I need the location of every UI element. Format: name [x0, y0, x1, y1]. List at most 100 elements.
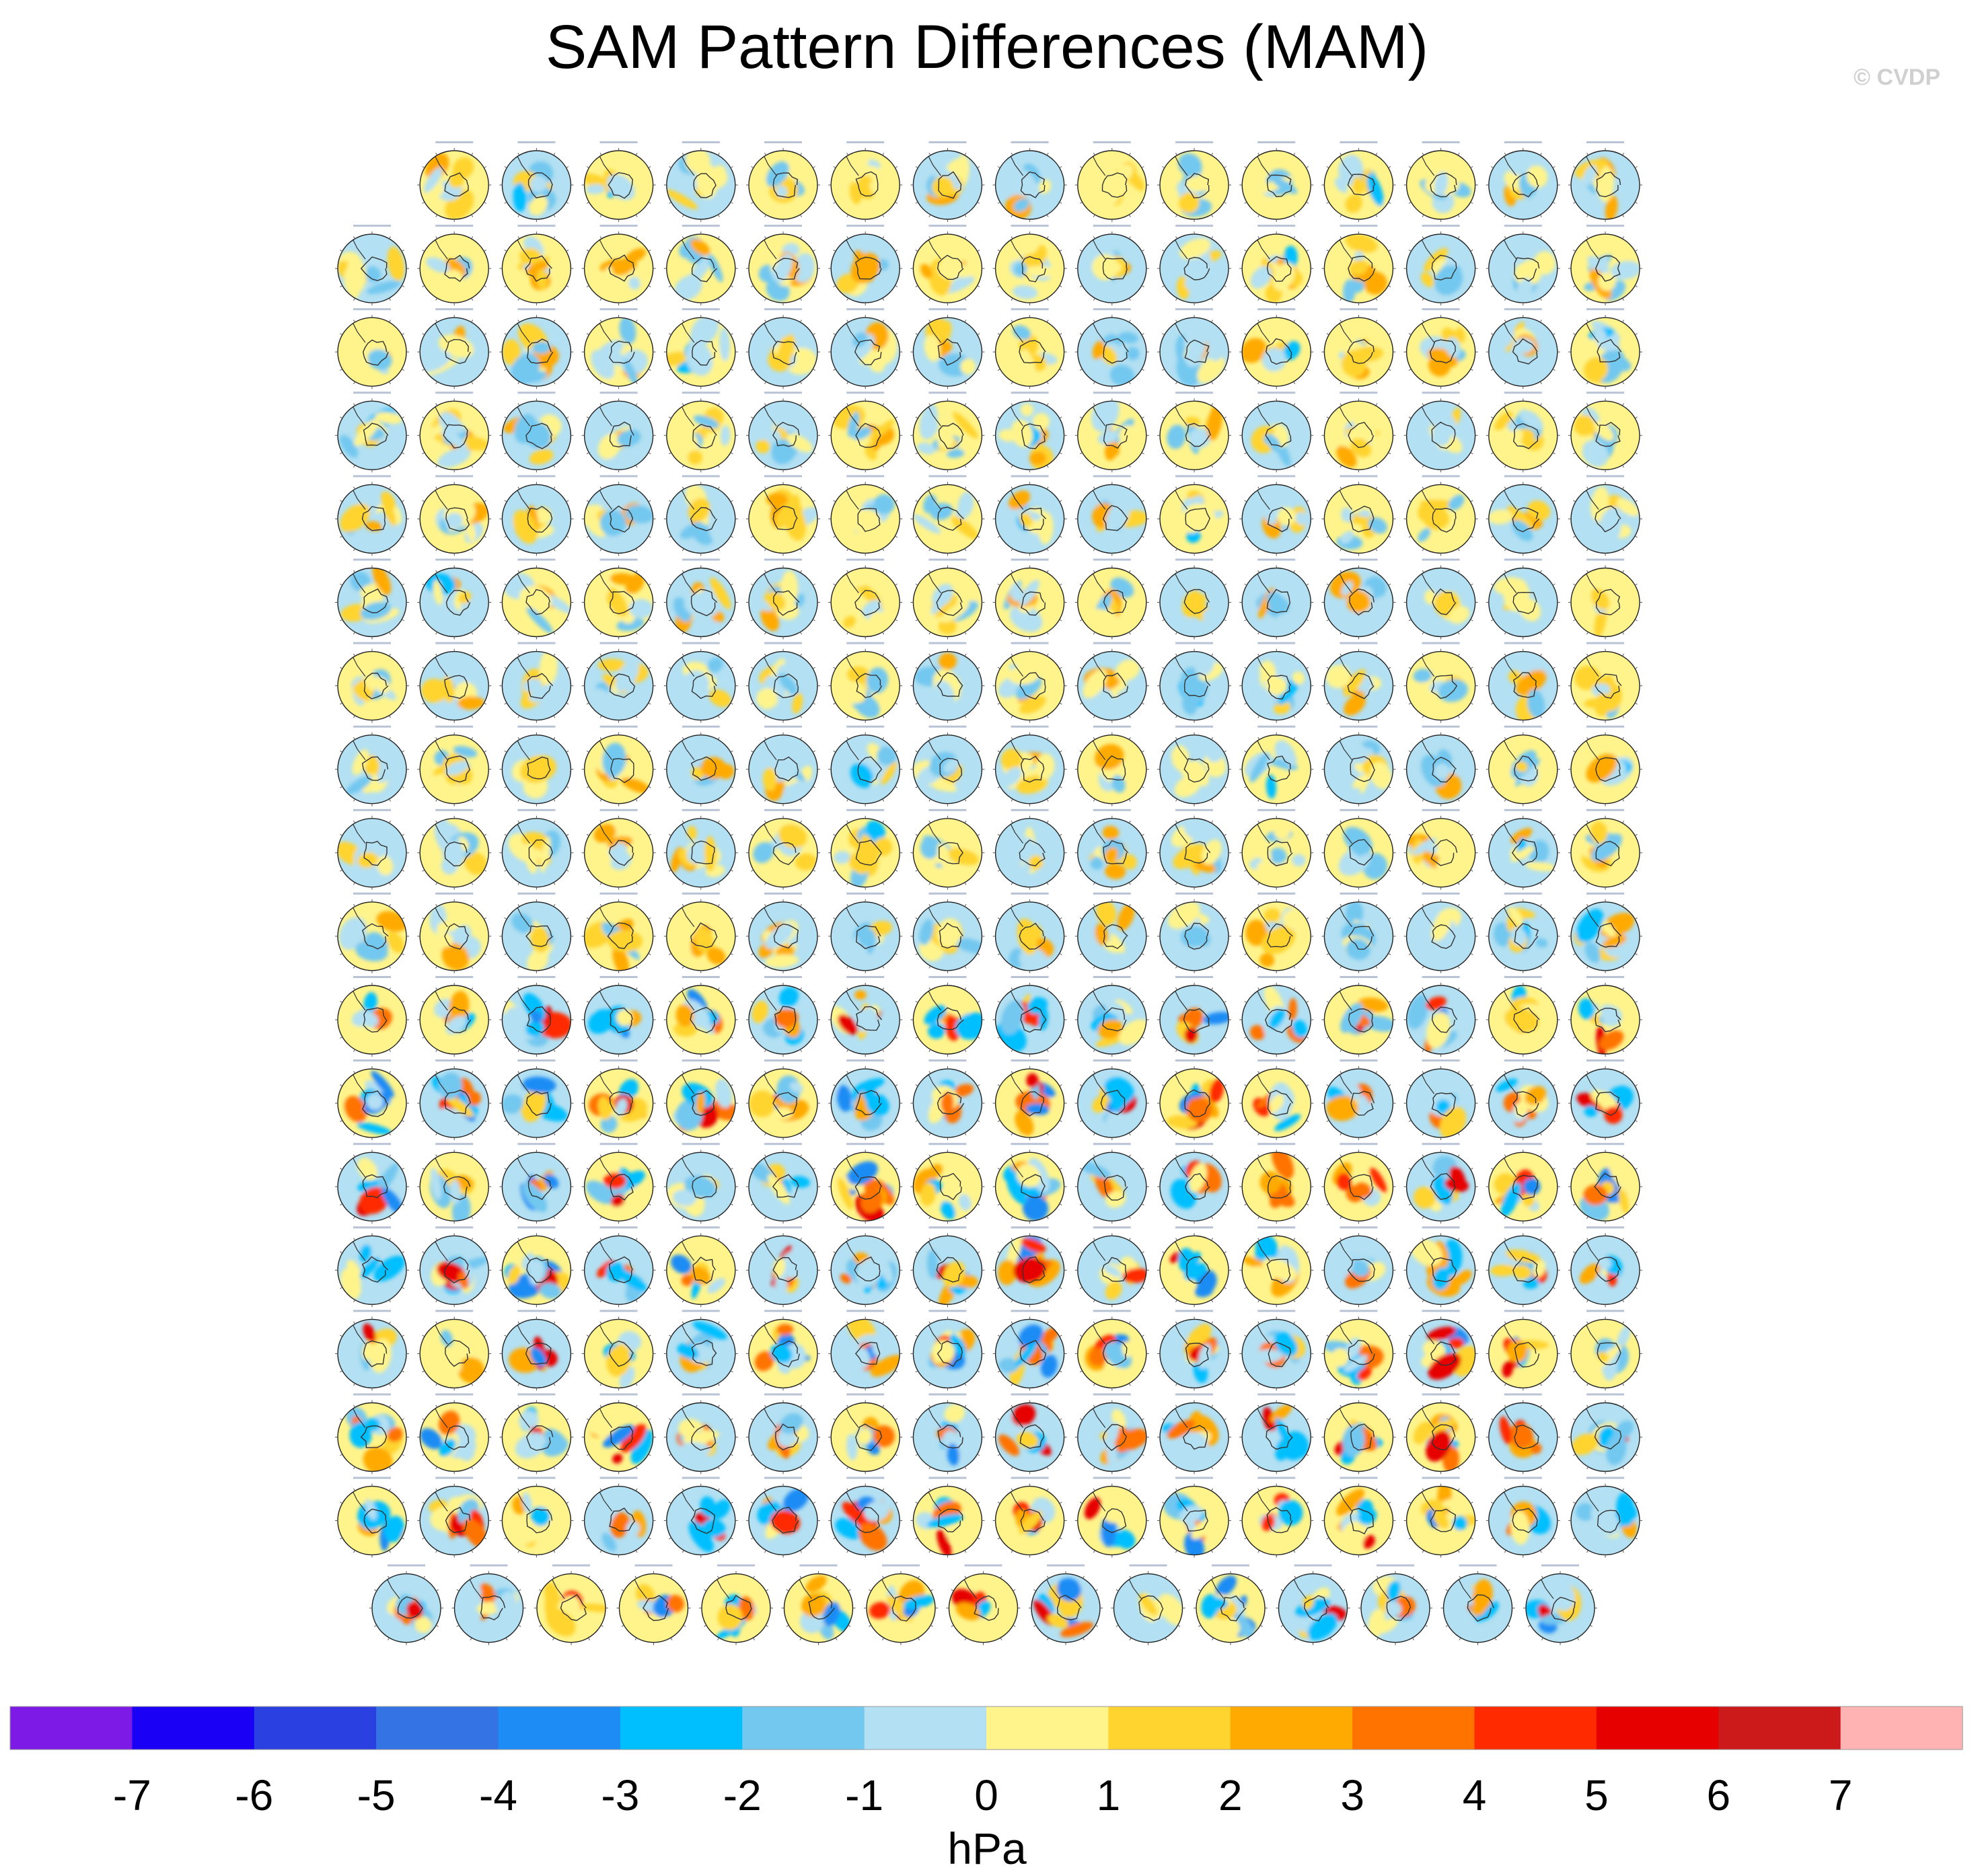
map-panel	[1403, 1143, 1478, 1224]
map-panel	[1403, 558, 1478, 640]
map-panel	[417, 141, 492, 222]
map-panel	[746, 1226, 820, 1308]
map-panel	[1568, 1059, 1642, 1141]
map-panel	[663, 1143, 738, 1224]
map-panel	[992, 475, 1067, 556]
map-panel	[335, 1059, 409, 1141]
map-panel	[828, 475, 903, 556]
map-panel	[1239, 225, 1314, 306]
map-panel	[417, 225, 492, 306]
map-panel	[1321, 725, 1396, 806]
map-panel	[335, 976, 409, 1057]
colorbar-bin	[1352, 1706, 1475, 1750]
map-panel	[1486, 725, 1560, 806]
map-panel	[1403, 1059, 1478, 1141]
map-panel	[1074, 475, 1149, 556]
map-panel	[828, 809, 903, 890]
map-panel	[1157, 976, 1231, 1057]
map-panel	[417, 1476, 492, 1558]
colorbar-tick-label: 4	[1463, 1771, 1487, 1819]
map-panel	[1568, 141, 1642, 222]
map-panel	[1239, 475, 1314, 556]
map-panel	[1157, 1393, 1231, 1474]
map-panel	[335, 308, 409, 389]
map-panel-grid	[335, 141, 1642, 1645]
map-panel	[828, 725, 903, 806]
map-panel	[746, 558, 820, 640]
map-panel	[1568, 1476, 1642, 1558]
map-panel	[581, 725, 656, 806]
map-panel	[910, 1059, 985, 1141]
colorbar-tick-label: -3	[601, 1771, 639, 1819]
map-panel	[1321, 308, 1396, 389]
map-panel	[828, 1310, 903, 1391]
map-panel	[1157, 809, 1231, 890]
map-panel	[1074, 1059, 1149, 1141]
map-panel	[335, 1310, 409, 1391]
map-panel	[1486, 558, 1560, 640]
map-panel	[1157, 1476, 1231, 1558]
map-panel	[663, 308, 738, 389]
map-panel	[1239, 809, 1314, 890]
map-panel	[828, 225, 903, 306]
map-panel	[1403, 725, 1478, 806]
map-panel	[1239, 141, 1314, 222]
map-panel	[1486, 391, 1560, 473]
map-panel	[828, 642, 903, 723]
map-panel	[499, 1476, 574, 1558]
map-panel	[992, 1226, 1067, 1308]
map-panel	[746, 892, 820, 973]
map-panel	[663, 1393, 738, 1474]
map-panel	[417, 1226, 492, 1308]
map-panel	[1157, 141, 1231, 222]
map-panel	[828, 1226, 903, 1308]
map-panel	[335, 642, 409, 723]
map-panel	[417, 475, 492, 556]
map-panel	[746, 642, 820, 723]
colorbar-tick-label: 7	[1829, 1771, 1853, 1819]
map-panel	[828, 1393, 903, 1474]
colorbar-tick-label: -7	[113, 1771, 151, 1819]
map-panel	[335, 725, 409, 806]
map-panel	[1239, 308, 1314, 389]
map-panel	[1568, 642, 1642, 723]
colorbar-bin	[10, 1706, 133, 1750]
map-panel	[663, 1310, 738, 1391]
map-panel	[369, 1564, 443, 1645]
map-panel	[1321, 809, 1396, 890]
map-panel	[1074, 1226, 1149, 1308]
colorbar-unit-label: hPa	[947, 1824, 1027, 1873]
map-panel	[746, 225, 820, 306]
map-panel	[1074, 892, 1149, 973]
map-panel	[663, 976, 738, 1057]
map-panel	[746, 1393, 820, 1474]
map-panel	[1074, 1476, 1149, 1558]
map-panel	[581, 892, 656, 973]
map-panel	[910, 892, 985, 973]
map-panel	[417, 809, 492, 890]
map-panel	[1321, 976, 1396, 1057]
map-panel	[992, 1059, 1067, 1141]
map-panel	[663, 391, 738, 473]
map-panel	[828, 892, 903, 973]
map-panel	[1403, 391, 1478, 473]
map-panel	[499, 141, 574, 222]
map-panel	[910, 976, 985, 1057]
map-panel	[1568, 892, 1642, 973]
map-panel	[499, 642, 574, 723]
map-panel	[1568, 1143, 1642, 1224]
map-panel	[1029, 1564, 1103, 1645]
map-panel	[1403, 1226, 1478, 1308]
map-panel	[1074, 1310, 1149, 1391]
map-panel	[1321, 1226, 1396, 1308]
map-panel	[910, 1310, 985, 1391]
map-panel	[499, 1310, 574, 1391]
map-panel	[417, 642, 492, 723]
map-panel	[1321, 1476, 1396, 1558]
map-panel	[1239, 976, 1314, 1057]
map-panel	[992, 391, 1067, 473]
map-panel	[992, 1476, 1067, 1558]
map-panel	[1157, 558, 1231, 640]
map-panel	[1403, 1393, 1478, 1474]
map-panel	[910, 141, 985, 222]
